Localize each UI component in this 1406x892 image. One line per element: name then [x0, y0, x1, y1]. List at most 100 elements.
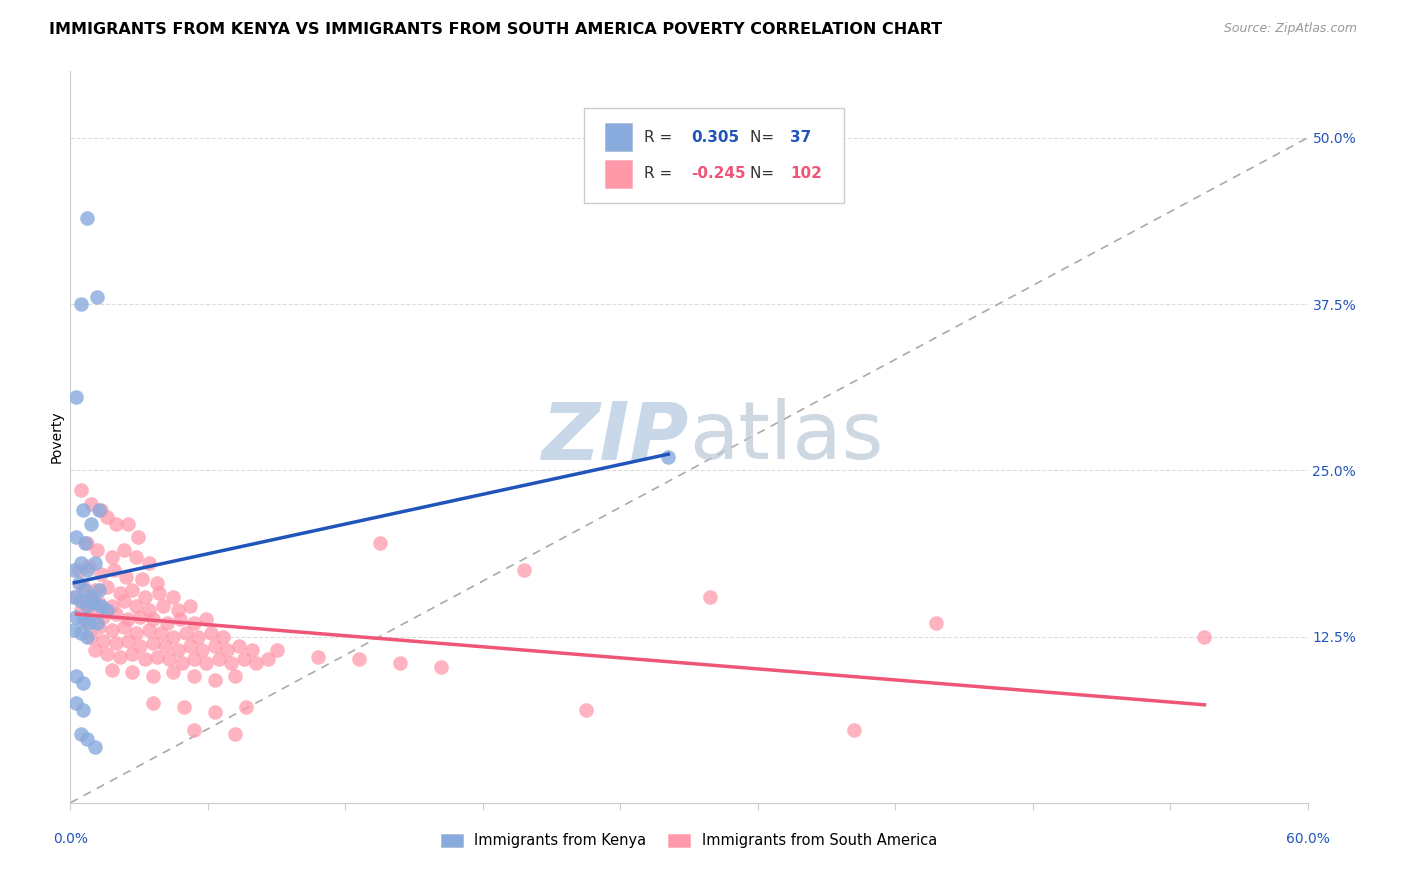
Point: [162, 665, 184, 680]
Point: [153, 639, 176, 653]
Point: [65, 669, 87, 683]
Point: [257, 652, 280, 666]
Point: [63, 563, 86, 577]
Point: [104, 636, 127, 650]
Point: [208, 652, 231, 666]
Point: [69, 603, 91, 617]
Point: [89, 620, 111, 634]
Point: [76, 536, 98, 550]
Point: [96, 509, 118, 524]
Point: [84, 582, 107, 597]
Point: [117, 633, 139, 648]
Point: [90, 567, 112, 582]
Point: [224, 726, 246, 740]
Point: [125, 599, 148, 613]
Point: [183, 616, 205, 631]
Point: [108, 585, 131, 599]
Point: [235, 700, 257, 714]
Point: [112, 620, 135, 634]
Point: [69, 557, 91, 571]
Text: 102: 102: [790, 166, 823, 181]
Point: [67, 576, 90, 591]
Point: [76, 563, 98, 577]
Point: [69, 483, 91, 498]
Point: [191, 643, 214, 657]
FancyBboxPatch shape: [605, 160, 633, 187]
Point: [80, 607, 103, 621]
Text: Source: ZipAtlas.com: Source: ZipAtlas.com: [1223, 22, 1357, 36]
Point: [89, 596, 111, 610]
Point: [187, 630, 209, 644]
Point: [96, 580, 118, 594]
Point: [195, 656, 218, 670]
FancyBboxPatch shape: [583, 108, 844, 203]
Point: [174, 625, 197, 640]
Point: [73, 536, 96, 550]
Point: [699, 590, 721, 604]
Point: [183, 669, 205, 683]
Point: [150, 625, 173, 640]
Point: [169, 612, 191, 626]
Point: [65, 590, 87, 604]
Text: N=: N=: [749, 166, 779, 181]
Point: [100, 599, 122, 613]
Point: [72, 612, 94, 626]
Point: [77, 616, 100, 631]
Point: [104, 607, 127, 621]
Point: [183, 652, 205, 666]
Point: [179, 639, 201, 653]
Point: [138, 623, 160, 637]
Point: [347, 652, 370, 666]
Text: 0.305: 0.305: [692, 129, 740, 145]
Point: [166, 603, 188, 617]
Point: [219, 656, 242, 670]
Point: [96, 603, 118, 617]
Point: [80, 497, 103, 511]
Point: [204, 639, 226, 653]
Point: [96, 647, 118, 661]
Point: [112, 593, 135, 607]
Point: [142, 669, 165, 683]
Point: [73, 582, 96, 597]
Point: [142, 612, 165, 626]
Point: [117, 612, 139, 626]
Point: [368, 536, 391, 550]
Point: [72, 703, 94, 717]
Point: [129, 609, 152, 624]
Point: [204, 706, 226, 720]
Point: [76, 599, 98, 613]
Point: [76, 593, 98, 607]
Point: [156, 616, 179, 631]
Point: [232, 652, 254, 666]
Point: [90, 503, 112, 517]
Point: [142, 636, 165, 650]
Point: [179, 599, 201, 613]
Point: [657, 450, 679, 464]
Point: [80, 516, 103, 531]
Point: [166, 643, 188, 657]
Point: [103, 563, 125, 577]
Point: [215, 643, 238, 657]
Point: [121, 582, 143, 597]
Point: [129, 639, 152, 653]
Point: [200, 625, 222, 640]
Point: [76, 731, 98, 746]
Point: [65, 530, 87, 544]
Point: [125, 549, 148, 564]
Text: atlas: atlas: [689, 398, 883, 476]
Point: [224, 669, 246, 683]
Point: [134, 652, 156, 666]
Point: [86, 290, 108, 304]
Point: [84, 557, 107, 571]
Point: [157, 652, 180, 666]
Point: [389, 656, 412, 670]
Point: [138, 557, 160, 571]
Text: ZIP: ZIP: [541, 398, 689, 476]
Point: [228, 639, 250, 653]
Legend: Immigrants from Kenya, Immigrants from South America: Immigrants from Kenya, Immigrants from S…: [434, 828, 943, 854]
Point: [84, 739, 107, 754]
Point: [131, 573, 153, 587]
Point: [170, 656, 193, 670]
Point: [134, 590, 156, 604]
Point: [67, 563, 90, 577]
